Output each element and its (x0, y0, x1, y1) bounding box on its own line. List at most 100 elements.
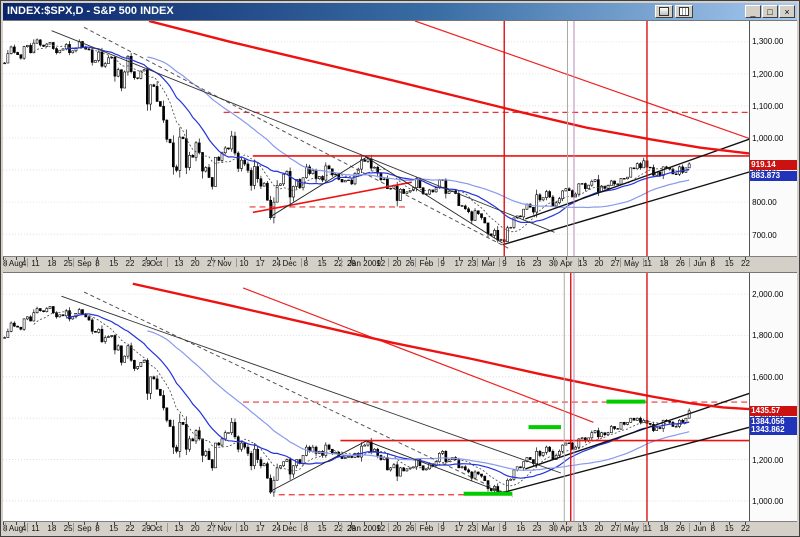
date-tick (195, 257, 197, 260)
date-label: 26 (675, 259, 685, 268)
date-label: 10 (239, 259, 249, 268)
month-separator (95, 258, 97, 267)
date-label: 29 (141, 259, 151, 268)
month-separator (437, 258, 439, 267)
maximize-button[interactable]: □ (762, 5, 778, 18)
date-label: 9 (502, 259, 507, 268)
date-tick (51, 522, 53, 525)
date-label: 13 (578, 259, 588, 268)
date-label: 27 (610, 259, 620, 268)
month-separator (415, 258, 417, 267)
lower-price-chart[interactable] (3, 273, 750, 521)
date-tick (380, 522, 382, 525)
month-separator (341, 258, 343, 267)
price-grid-label: 1,800.00 (752, 331, 784, 341)
date-label: 4 (21, 524, 27, 533)
price-grid-label: 1,000.00 (752, 497, 784, 507)
gridlines (3, 293, 750, 502)
price-grid-label: 1,200.00 (752, 69, 784, 79)
date-label: 15 (724, 524, 734, 533)
date-tick (130, 257, 131, 260)
candlestick-series (3, 38, 691, 243)
month-separator (555, 523, 557, 532)
date-tick (243, 522, 245, 525)
tile-icon (659, 7, 669, 16)
date-tick (351, 522, 353, 525)
close-button[interactable]: × (779, 5, 795, 18)
date-tick (211, 257, 213, 260)
date-label: 16 (516, 524, 526, 533)
price-grid-label: 1,300.00 (752, 37, 784, 47)
cascade-windows-button[interactable] (675, 5, 693, 18)
date-tick (276, 257, 278, 260)
date-tick (615, 257, 617, 260)
month-separator (4, 523, 6, 532)
spx-price-chart[interactable] (3, 21, 750, 256)
price-grid-label: 2,000.00 (752, 289, 784, 299)
price-grid-label: 900.00 (752, 166, 776, 175)
date-tick (553, 257, 555, 260)
date-tick (16, 257, 18, 260)
date-label: 18 (47, 524, 57, 533)
month-separator (27, 523, 29, 532)
date-tick (130, 522, 131, 525)
tile-windows-button[interactable] (655, 5, 673, 18)
date-tick (35, 522, 37, 525)
month-separator (300, 258, 302, 267)
date-tick (380, 257, 382, 260)
date-label: Sep (77, 524, 92, 533)
date-label: 27 (206, 524, 216, 533)
month-separator (477, 523, 479, 532)
date-label: Dec (282, 524, 297, 533)
date-tick (84, 257, 86, 260)
moving-averages (33, 311, 690, 487)
date-tick (520, 522, 522, 525)
month-separator (499, 523, 501, 532)
month-separator (167, 258, 169, 267)
date-tick (631, 522, 633, 525)
date-label: 13 (174, 259, 184, 268)
date-label: 23 (532, 524, 542, 533)
date-tick (68, 257, 70, 260)
date-tick (113, 522, 115, 525)
date-label: Oct (149, 259, 163, 268)
date-tick (712, 257, 714, 260)
date-tick (729, 522, 731, 525)
price-grid-label: 800.00 (752, 198, 777, 208)
date-tick (537, 522, 539, 525)
date-label: 20 (392, 259, 402, 268)
date-label: 8 (303, 524, 309, 533)
month-separator (499, 258, 501, 267)
date-label: 26 (405, 524, 415, 533)
date-tick (322, 257, 324, 260)
month-separator (300, 523, 302, 532)
date-tick (24, 257, 26, 260)
date-label: 17 (454, 524, 464, 533)
bottom-chart-panel: 2,000.001,800.001,600.001,400.001,200.00… (3, 272, 797, 521)
date-label: 22 (125, 259, 135, 268)
month-separator (711, 523, 713, 532)
month-separator (642, 523, 644, 532)
price-grid-label: 1,000.00 (752, 134, 784, 144)
date-tick (471, 257, 473, 260)
window-title: INDEX:$SPX,D - S&P 500 INDEX (7, 5, 174, 17)
month-separator (477, 258, 479, 267)
date-label: 20 (594, 524, 604, 533)
date-label: 27 (610, 524, 620, 533)
month-separator (711, 258, 713, 267)
date-label: 18 (47, 259, 57, 268)
date-tick (664, 257, 666, 260)
date-label: Jan 2009 (348, 259, 381, 268)
month-separator (577, 523, 579, 532)
date-tick (471, 522, 473, 525)
month-separator (642, 258, 644, 267)
date-label: 8 (95, 524, 100, 533)
date-tick (84, 522, 86, 525)
month-separator (415, 523, 417, 532)
date-label: 26 (405, 259, 415, 268)
date-tick (156, 257, 158, 260)
date-label: 30 (548, 259, 558, 268)
month-separator (4, 258, 6, 267)
minimize-button[interactable]: _ (745, 5, 761, 18)
date-tick (680, 522, 682, 525)
